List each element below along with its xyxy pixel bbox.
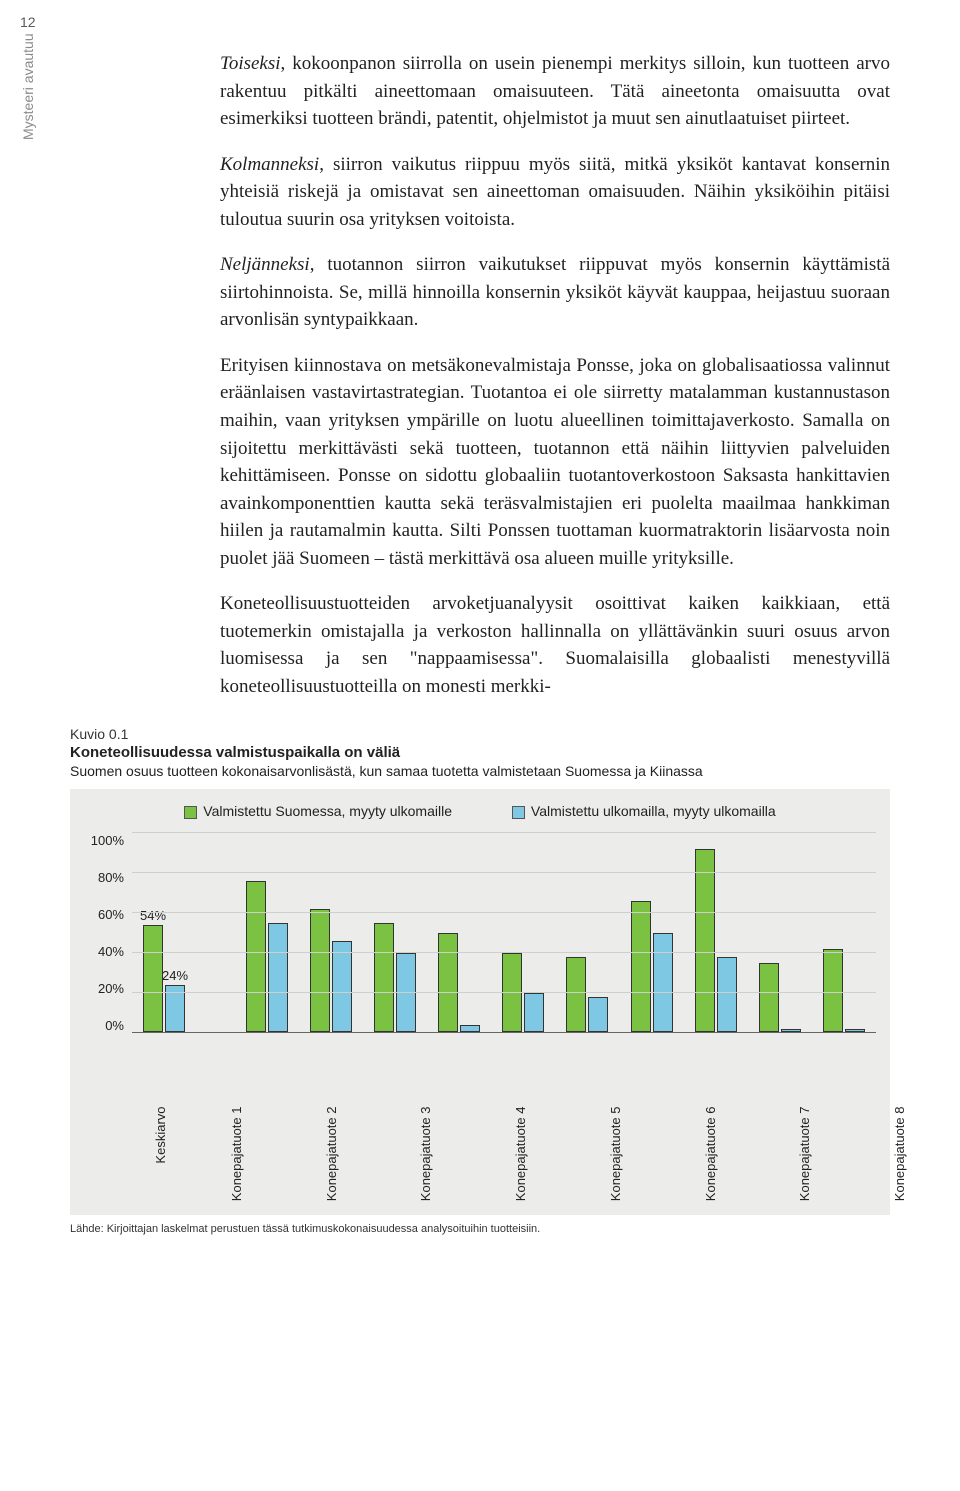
legend-swatch xyxy=(184,806,197,819)
legend-item: Valmistettu Suomessa, myyty ulkomaille xyxy=(184,803,452,819)
bar-series-a xyxy=(310,909,330,1032)
x-label: Konepajatuote 6 xyxy=(702,1107,717,1202)
emphasis: Kolmanneksi xyxy=(220,154,319,175)
y-tick: 80% xyxy=(84,870,124,885)
spacer xyxy=(196,833,234,1032)
x-label-cell: Konepajatuote 9 xyxy=(947,1099,960,1209)
gridline xyxy=(132,912,876,913)
x-label-cell: Konepajatuote 2 xyxy=(284,1099,379,1209)
legend-label: Valmistettu Suomessa, myyty ulkomaille xyxy=(203,803,452,819)
chart: Valmistettu Suomessa, myyty ulkomaille V… xyxy=(70,789,890,1215)
bar-group xyxy=(555,833,619,1032)
figure-number: Kuvio 0.1 xyxy=(70,726,890,742)
legend-item: Valmistettu ulkomailla, myyty ulkomailla xyxy=(512,803,776,819)
bar-series-a: 54% xyxy=(143,925,163,1032)
bars-row: 54%24% xyxy=(132,833,876,1032)
figure-subtitle: Suomen osuus tuotteen kokonaisarvonlisäs… xyxy=(70,763,890,779)
emphasis: Neljänneksi xyxy=(220,254,310,275)
bar-series-a xyxy=(695,849,715,1032)
emphasis: Toiseksi xyxy=(220,53,281,74)
bar-group xyxy=(299,833,363,1032)
bar-series-b xyxy=(717,957,737,1033)
bar-group xyxy=(427,833,491,1032)
text: , tuotannon siirron vaikutukset riippuva… xyxy=(220,254,890,330)
x-label-cell: Konepajatuote 3 xyxy=(378,1099,473,1209)
y-tick: 100% xyxy=(84,833,124,848)
x-label-cell: Konepajatuote 7 xyxy=(757,1099,852,1209)
bar-series-a xyxy=(502,953,522,1033)
x-label-cell: Keskiarvo xyxy=(132,1099,189,1209)
chart-plot: 100%80%60%40%20%0% 54%24% xyxy=(84,833,876,1093)
bar-series-b xyxy=(588,997,608,1033)
x-label-cell: Konepajatuote 5 xyxy=(568,1099,663,1209)
bar-series-a xyxy=(823,949,843,1033)
bar-series-b xyxy=(460,1025,480,1033)
bar-series-a xyxy=(631,901,651,1032)
gridline xyxy=(132,832,876,833)
bar-series-b xyxy=(653,933,673,1033)
page-number: 12 xyxy=(20,14,36,30)
bar-group: 54%24% xyxy=(132,833,196,1032)
bar-series-a xyxy=(759,963,779,1033)
bar-series-b xyxy=(332,941,352,1033)
bar-series-a xyxy=(566,957,586,1033)
y-tick: 0% xyxy=(84,1018,124,1033)
bar-group xyxy=(748,833,812,1032)
x-label: Konepajatuote 8 xyxy=(892,1107,907,1202)
figure-source: Lähde: Kirjoittajan laskelmat perustuen … xyxy=(70,1223,890,1235)
bar-series-b xyxy=(845,1029,865,1033)
x-label: Konepajatuote 1 xyxy=(229,1107,244,1202)
figure-title: Koneteollisuudessa valmistuspaikalla on … xyxy=(70,744,890,761)
paragraph: Koneteollisuustuotteiden arvoketjuanalyy… xyxy=(220,590,890,700)
bar-series-a xyxy=(246,881,266,1032)
legend-swatch xyxy=(512,806,525,819)
chart-legend: Valmistettu Suomessa, myyty ulkomaille V… xyxy=(84,803,876,819)
x-label: Konepajatuote 2 xyxy=(324,1107,339,1202)
x-label: Keskiarvo xyxy=(153,1107,168,1164)
body-text: Toiseksi, kokoonpanon siirrolla on usein… xyxy=(220,50,890,700)
bar-label: 24% xyxy=(162,968,188,983)
paragraph: Neljänneksi, tuotannon siirron vaikutuks… xyxy=(220,251,890,334)
x-label: Konepajatuote 5 xyxy=(608,1107,623,1202)
bar-group xyxy=(812,833,876,1032)
text: , kokoonpanon siirrolla on usein pienemp… xyxy=(220,53,890,129)
bar-group xyxy=(491,833,555,1032)
bar-series-b xyxy=(396,953,416,1033)
bar-series-a xyxy=(374,923,394,1032)
x-label: Konepajatuote 3 xyxy=(418,1107,433,1202)
bar-series-b xyxy=(524,993,544,1033)
gridline xyxy=(132,992,876,993)
x-axis: Keskiarvo Konepajatuote 1 Konepajatuote 2 K… xyxy=(132,1099,876,1209)
x-label: Konepajatuote 4 xyxy=(513,1107,528,1202)
bars-viewport: 54%24% xyxy=(132,833,876,1033)
paragraph: Erityisen kiinnostava on metsäkonevalmis… xyxy=(220,352,890,572)
bar-series-b xyxy=(781,1029,801,1033)
y-tick: 60% xyxy=(84,907,124,922)
y-tick: 40% xyxy=(84,944,124,959)
bar-group xyxy=(684,833,748,1032)
section-header: Mysteeri avautuu xyxy=(20,33,36,140)
figure: Kuvio 0.1 Koneteollisuudessa valmistuspa… xyxy=(70,726,890,1235)
bar-group xyxy=(363,833,427,1032)
x-label: Konepajatuote 7 xyxy=(797,1107,812,1202)
bar-label: 54% xyxy=(140,908,166,923)
bar-group xyxy=(235,833,299,1032)
legend-label: Valmistettu ulkomailla, myyty ulkomailla xyxy=(531,803,776,819)
paragraph: Kolmanneksi, siirron vaikutus riippuu my… xyxy=(220,151,890,234)
bar-series-b xyxy=(268,923,288,1032)
x-label-cell: Konepajatuote 6 xyxy=(663,1099,758,1209)
bar-series-a xyxy=(438,933,458,1033)
gridline xyxy=(132,872,876,873)
x-label-cell: Konepajatuote 1 xyxy=(189,1099,284,1209)
x-label-cell: Konepajatuote 8 xyxy=(852,1099,947,1209)
text: , siirron vaikutus riippuu myös siitä, m… xyxy=(220,154,890,230)
bar-group xyxy=(619,833,683,1032)
gridline xyxy=(132,952,876,953)
x-label-cell: Konepajatuote 4 xyxy=(473,1099,568,1209)
paragraph: Toiseksi, kokoonpanon siirrolla on usein… xyxy=(220,50,890,133)
y-tick: 20% xyxy=(84,981,124,996)
y-axis: 100% 80% 60% 40% 20% 0% xyxy=(84,833,132,1033)
